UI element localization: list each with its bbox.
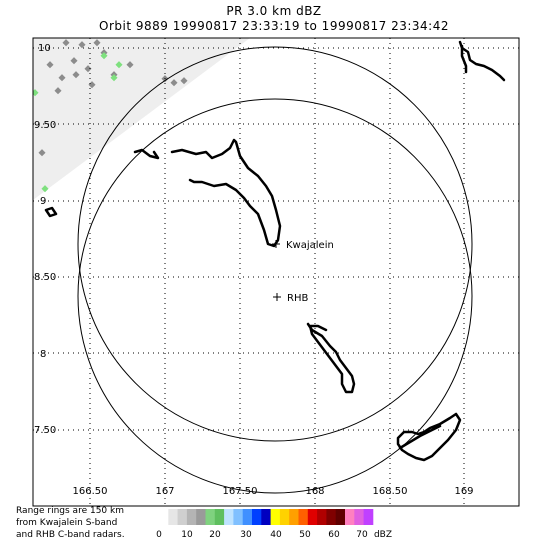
western-islet <box>44 206 58 218</box>
colorbar-label: 10 <box>181 530 193 540</box>
x-tick-label: 166.50 <box>73 486 108 497</box>
colorbar-label: 70 <box>356 530 368 540</box>
plot-frame <box>32 37 520 507</box>
swath-shade <box>33 38 250 200</box>
y-axis-labels: 10 9.50 9 8.50 8 7.50 <box>34 43 56 436</box>
colorbar-unit: dBZ <box>374 530 392 540</box>
colorbar-swatch <box>335 509 346 525</box>
kwajalein-label: Kwajalein <box>286 240 334 251</box>
colorbar-swatch <box>289 509 299 525</box>
y-tick-label: 10 <box>38 43 51 54</box>
coastlines <box>44 40 506 462</box>
x-tick-label: 167 <box>155 486 174 497</box>
x-tick-label: 168 <box>305 486 324 497</box>
colorbar-swatch <box>261 509 271 525</box>
colorbar-swatch <box>317 509 327 525</box>
colorbar-label: 20 <box>209 530 221 540</box>
colorbar-swatch <box>279 509 290 525</box>
colorbar-swatch <box>298 509 309 525</box>
colorbar-swatch <box>354 509 364 525</box>
colorbar-swatch <box>177 509 188 525</box>
y-tick-label: 9.50 <box>34 120 56 131</box>
colorbar-swatch <box>242 509 253 525</box>
colorbar-label: 60 <box>328 530 340 540</box>
colorbar-swatch <box>224 509 234 525</box>
colorbar-label: 30 <box>240 530 252 540</box>
y-tick-label: 7.50 <box>34 425 56 436</box>
southeast-atoll <box>396 412 462 462</box>
colorbar-swatch <box>252 509 262 525</box>
x-axis-labels: 166.50 167 167.50 168 168.50 169 <box>73 486 474 497</box>
x-tick-label: 169 <box>454 486 473 497</box>
x-tick-label: 167.50 <box>223 486 258 497</box>
colorbar-swatch <box>168 509 178 525</box>
colorbar-swatch <box>159 509 169 525</box>
rhb-marker <box>273 293 281 301</box>
colorbar-swatch <box>345 509 355 525</box>
grid-lines <box>33 38 519 506</box>
map-title: PR 3.0 km dBZ <box>226 4 322 18</box>
colorbar-swatch <box>214 509 225 525</box>
kwajalein-atoll <box>133 138 282 248</box>
range-rings <box>77 46 473 494</box>
orbit-subtitle: Orbit 9889 19990817 23:33:19 to 19990817… <box>99 19 449 33</box>
colorbar-swatch <box>233 509 244 525</box>
footnote-line-1: Range rings are 150 km <box>16 506 124 516</box>
y-tick-label: 9 <box>40 196 46 207</box>
northeast-atoll <box>458 40 506 82</box>
y-tick-label: 8.50 <box>34 272 56 283</box>
y-tick-label: 8 <box>40 349 46 360</box>
footnote-line-3: and RHB C-band radars. <box>16 530 125 540</box>
kwajalein-marker <box>272 240 280 248</box>
colorbar-swatch <box>307 509 318 525</box>
colorbar-swatch <box>196 509 206 525</box>
colorbar-swatch <box>326 509 337 525</box>
rhb-range-ring <box>77 98 473 494</box>
colorbar-swatch <box>270 509 281 525</box>
rhb-label: RHB <box>287 293 308 304</box>
colorbar-label: 40 <box>270 530 282 540</box>
colorbar-label: 50 <box>299 530 311 540</box>
central-atoll <box>306 322 356 394</box>
colorbar-labels: 0 10 20 30 40 50 60 70 dBZ <box>156 530 392 540</box>
kwajalein-range-ring <box>77 46 473 442</box>
x-tick-label: 168.50 <box>373 486 408 497</box>
dbz-colorbar <box>159 509 374 525</box>
colorbar-swatch <box>205 509 216 525</box>
colorbar-label: 0 <box>156 530 162 540</box>
colorbar-swatch <box>363 509 374 525</box>
footnote-line-2: from Kwajalein S-band <box>16 518 118 528</box>
colorbar-swatch <box>186 509 197 525</box>
